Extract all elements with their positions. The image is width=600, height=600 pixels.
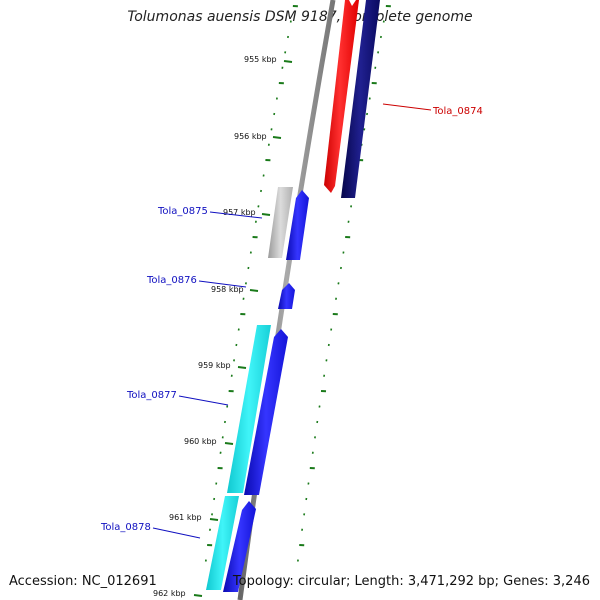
- tick-label: 958 kbp: [211, 285, 244, 294]
- ruler-tick: [283, 60, 293, 63]
- gene-tola-0877-blue[interactable]: [244, 329, 288, 495]
- gene-label-tola-0876[interactable]: Tola_0876: [146, 275, 197, 286]
- gene-tola-0874-navy[interactable]: [341, 0, 380, 198]
- gene-tola-0875-grey[interactable]: [268, 187, 293, 258]
- leader-line: [152, 527, 201, 539]
- inner-tick-ring: [204, 5, 298, 562]
- ruler-tick: [261, 213, 271, 216]
- leader-line: [178, 395, 229, 406]
- gene-label-tola-0877[interactable]: Tola_0877: [126, 390, 177, 401]
- topology-text: Topology: circular; Length: 3,471,292 bp…: [232, 574, 590, 589]
- gene-tola-0876-blue[interactable]: [278, 283, 295, 309]
- ruler-tick: [249, 289, 259, 292]
- ruler-tick: [272, 136, 282, 139]
- tick-label: 959 kbp: [198, 361, 231, 370]
- gene-tola-0877-cyan[interactable]: [227, 325, 271, 493]
- leader-line: [209, 211, 263, 219]
- accession-text: Accession: NC_012691: [9, 574, 157, 589]
- ruler-tick: [224, 442, 234, 445]
- gene-features: [206, 0, 380, 592]
- tick-label: 955 kbp: [244, 55, 277, 64]
- leader-line: [198, 280, 247, 288]
- tick-label: 960 kbp: [184, 437, 217, 446]
- map-title: Tolumonas auensis DSM 9187, complete gen…: [127, 9, 473, 25]
- leader-line: [382, 103, 432, 111]
- gene-labels: Tola_0874 Tola_0875 Tola_0876 Tola_0877 …: [100, 103, 483, 539]
- gene-label-tola-0875[interactable]: Tola_0875: [157, 206, 208, 217]
- gene-tola-0874-red[interactable]: [324, 0, 359, 193]
- gene-tola-0878-cyan[interactable]: [206, 496, 239, 590]
- tick-label: 961 kbp: [169, 513, 202, 522]
- ruler: 955 kbp 956 kbp 957 kbp 958 kbp 959 kbp …: [153, 55, 293, 598]
- gene-tola-0878-blue[interactable]: [223, 501, 256, 592]
- ruler-tick: [237, 366, 247, 369]
- tick-label: 956 kbp: [234, 132, 267, 141]
- ruler-tick: [193, 594, 203, 597]
- ruler-tick: [209, 518, 219, 521]
- gene-label-tola-0878[interactable]: Tola_0878: [100, 522, 151, 533]
- gene-tola-0874-tip: [349, 0, 356, 6]
- tick-label: 962 kbp: [153, 589, 186, 598]
- gene-tola-0875-blue[interactable]: [286, 190, 309, 260]
- gene-label-tola-0874[interactable]: Tola_0874: [432, 106, 483, 117]
- tick-label: 957 kbp: [223, 208, 256, 217]
